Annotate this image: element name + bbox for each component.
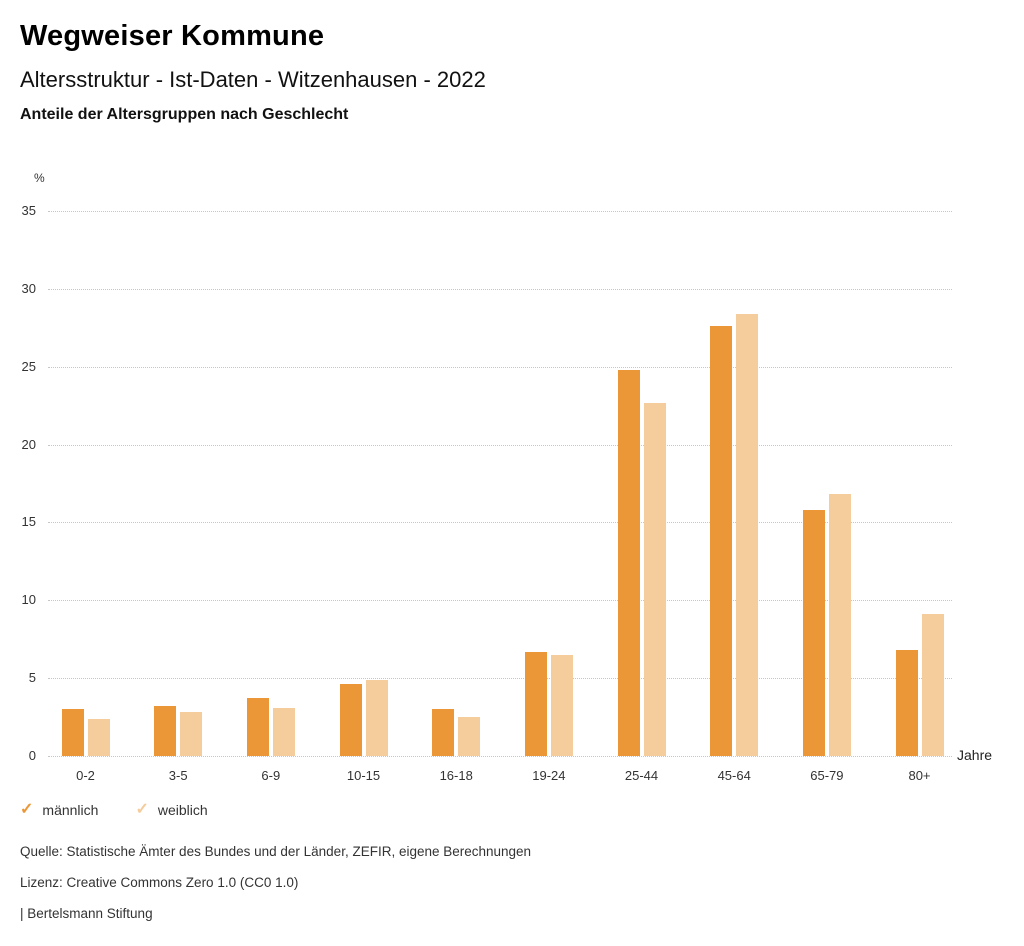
y-tick-label: 10 xyxy=(21,592,36,608)
bar-männlich-25-44[interactable] xyxy=(617,369,640,756)
x-tick-label: 45-64 xyxy=(717,768,751,783)
x-axis-unit-label: Jahre xyxy=(957,747,993,763)
bar-männlich-45-64[interactable] xyxy=(710,326,733,756)
check-icon: ✓ xyxy=(20,801,34,818)
x-tick-label: 0-2 xyxy=(76,768,95,783)
bar-männlich-6-9[interactable] xyxy=(246,698,269,756)
gridline xyxy=(48,756,952,757)
legend-label: männlich xyxy=(42,802,99,818)
gridline xyxy=(48,522,952,524)
x-tick-label: 16-18 xyxy=(439,768,473,783)
legend-item-weiblich[interactable]: ✓ weiblich xyxy=(135,801,208,819)
bar-männlich-10-15[interactable] xyxy=(339,684,362,756)
x-tick-label: 80+ xyxy=(908,768,931,783)
y-tick-label: 0 xyxy=(28,748,36,763)
bar-männlich-80+[interactable] xyxy=(895,650,918,756)
bar-weiblich-0-2[interactable] xyxy=(87,718,110,756)
x-tick-label: 65-79 xyxy=(810,768,844,783)
y-tick-label: 20 xyxy=(21,436,36,452)
bar-weiblich-45-64[interactable] xyxy=(736,313,759,756)
x-tick-label: 3-5 xyxy=(168,768,188,783)
x-tick-label: 6-9 xyxy=(261,768,281,783)
bar-weiblich-25-44[interactable] xyxy=(643,402,666,756)
brand-text: | Bertelsmann Stiftung xyxy=(20,906,153,921)
bar-weiblich-65-79[interactable] xyxy=(828,494,851,756)
bar-männlich-3-5[interactable] xyxy=(154,706,177,756)
gridline xyxy=(48,600,952,602)
x-tick-label: 10-15 xyxy=(346,768,381,783)
gridline xyxy=(48,211,952,212)
page-title: Wegweiser Kommune xyxy=(20,20,325,52)
plot-area: 0-2 3-5 6-9 10-15 16-18 19-24 25-44 45-64 65-79 8… xyxy=(48,211,952,783)
gridline xyxy=(48,366,952,368)
y-tick-label: 25 xyxy=(21,358,36,374)
chart-subtitle: Altersstruktur - Ist-Daten - Witzenhause… xyxy=(20,67,486,92)
bar-chart: 0 5 10 15 20 25 30 35 0-2 3-5 6-9 10-15 16-18 19-24 2… xyxy=(0,203,1024,783)
source-text: Quelle: Statistische Ämter des Bundes un… xyxy=(20,844,532,859)
bar-männlich-65-79[interactable] xyxy=(802,510,825,756)
bar-männlich-19-24[interactable] xyxy=(524,651,547,756)
bar-weiblich-16-18[interactable] xyxy=(458,717,481,756)
bar-weiblich-80+[interactable] xyxy=(921,614,944,756)
y-tick-label: 30 xyxy=(21,280,36,296)
bar-weiblich-10-15[interactable] xyxy=(365,679,388,756)
y-axis-unit-label: % xyxy=(34,171,45,185)
legend-label: weiblich xyxy=(157,802,208,818)
bar-weiblich-19-24[interactable] xyxy=(550,654,573,756)
x-tick-label: 25-44 xyxy=(624,768,659,783)
x-tick-label: 19-24 xyxy=(532,768,566,783)
gridline xyxy=(48,678,952,680)
y-tick-label: 35 xyxy=(21,203,36,218)
gridline xyxy=(48,288,952,290)
license-text: Lizenz: Creative Commons Zero 1.0 (CC0 1… xyxy=(20,875,299,890)
y-tick-label: 15 xyxy=(21,514,36,530)
bar-männlich-16-18[interactable] xyxy=(432,709,455,756)
chart-legend: ✓ männlich ✓ weiblich xyxy=(20,801,208,819)
bar-weiblich-6-9[interactable] xyxy=(272,707,295,756)
check-icon: ✓ xyxy=(135,801,149,818)
bar-weiblich-3-5[interactable] xyxy=(180,712,203,756)
y-tick-label: 5 xyxy=(28,670,36,686)
legend-item-männlich[interactable]: ✓ männlich xyxy=(20,801,99,819)
chart-heading: Anteile der Altersgruppen nach Geschlech… xyxy=(20,106,349,123)
gridline xyxy=(48,444,952,446)
bar-männlich-0-2[interactable] xyxy=(61,709,84,756)
